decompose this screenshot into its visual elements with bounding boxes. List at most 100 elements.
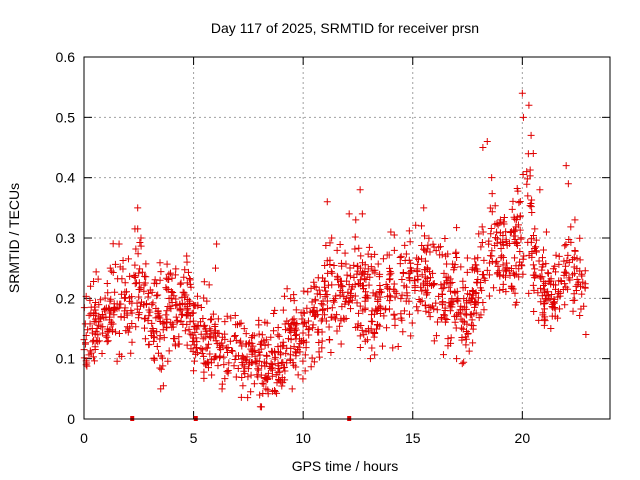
- data-point: [148, 301, 156, 309]
- data-point: [486, 252, 494, 260]
- data-point: [471, 255, 479, 263]
- data-point: [450, 264, 458, 272]
- data-point: [284, 335, 292, 343]
- data-point: [562, 262, 570, 270]
- data-point: [542, 228, 550, 236]
- data-point: [229, 347, 237, 355]
- data-point: [536, 272, 544, 280]
- data-point: [414, 272, 422, 280]
- data-point: [391, 315, 399, 323]
- data-point: [267, 333, 275, 341]
- data-point: [578, 290, 586, 298]
- data-point: [90, 278, 98, 286]
- data-point: [556, 292, 564, 300]
- data-point: [480, 306, 488, 314]
- data-point: [197, 330, 205, 338]
- data-point: [230, 362, 238, 370]
- data-point: [104, 337, 112, 345]
- data-point: [231, 356, 239, 364]
- data-point: [247, 371, 255, 379]
- data-point: [356, 186, 364, 194]
- data-point: [142, 260, 150, 268]
- data-point: [330, 262, 338, 270]
- data-point: [511, 232, 519, 240]
- data-point: [157, 365, 165, 373]
- data-point: [509, 197, 517, 205]
- data-point: [101, 294, 109, 302]
- data-point: [121, 304, 129, 312]
- data-point: [565, 258, 573, 266]
- data-point: [581, 283, 589, 291]
- data-point: [426, 313, 434, 321]
- data-point: [357, 252, 365, 260]
- data-point: [153, 328, 161, 336]
- data-point: [459, 305, 467, 313]
- data-point: [351, 233, 359, 241]
- data-point: [528, 253, 536, 261]
- data-point: [220, 361, 228, 369]
- data-point: [340, 315, 348, 323]
- data-point: [566, 276, 574, 284]
- data-point: [85, 311, 93, 319]
- data-point: [325, 335, 333, 343]
- data-point: [507, 282, 515, 290]
- data-point: [527, 203, 535, 211]
- data-point: [398, 275, 406, 283]
- data-point: [121, 279, 129, 287]
- data-point: [245, 340, 253, 348]
- data-point: [460, 318, 468, 326]
- data-point: [237, 393, 245, 401]
- data-point: [468, 295, 476, 303]
- data-point: [154, 307, 162, 315]
- data-point: [310, 283, 318, 291]
- data-point: [564, 251, 572, 259]
- data-point: [239, 382, 247, 390]
- data-point: [93, 325, 101, 332]
- data-point: [315, 353, 323, 361]
- data-point: [183, 279, 191, 287]
- data-point: [552, 268, 560, 276]
- data-point: [116, 263, 124, 271]
- data-point: [570, 290, 578, 298]
- data-point: [544, 270, 552, 278]
- data-point: [458, 360, 466, 368]
- data-point: [448, 303, 456, 311]
- data-point: [359, 285, 367, 293]
- data-point: [178, 310, 186, 318]
- data-point: [237, 319, 245, 327]
- data-point: [298, 315, 306, 323]
- data-point: [478, 238, 486, 246]
- data-point: [238, 342, 246, 350]
- data-point: [106, 316, 114, 324]
- data-point: [305, 331, 313, 339]
- data-point: [453, 253, 461, 261]
- data-point: [221, 335, 229, 343]
- data-point: [438, 251, 446, 259]
- data-point: [365, 243, 373, 251]
- data-point: [532, 236, 540, 244]
- data-point: [515, 265, 523, 273]
- data-point: [121, 288, 129, 296]
- data-point: [246, 339, 254, 347]
- y-tick-label: 0: [67, 411, 75, 427]
- data-point: [463, 268, 471, 276]
- data-point: [106, 297, 114, 305]
- x-tick-label: 5: [190, 430, 198, 446]
- data-point: [399, 328, 407, 336]
- data-point: [368, 344, 376, 352]
- data-point: [91, 345, 99, 353]
- data-point: [378, 342, 386, 350]
- data-point: [421, 266, 429, 274]
- data-point: [153, 292, 161, 300]
- data-point: [278, 382, 286, 390]
- data-point: [464, 330, 472, 338]
- data-point: [421, 273, 429, 281]
- data-point: [318, 344, 326, 352]
- data-point: [194, 302, 202, 310]
- data-point: [121, 294, 129, 302]
- data-point: [185, 274, 193, 282]
- data-point: [355, 244, 363, 252]
- data-point: [211, 323, 219, 331]
- data-point: [255, 316, 263, 324]
- data-point: [538, 292, 546, 300]
